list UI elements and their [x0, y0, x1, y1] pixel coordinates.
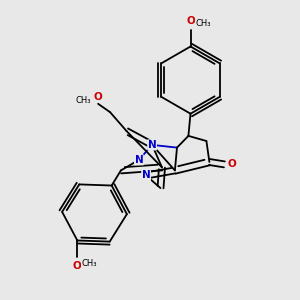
Text: O: O	[73, 261, 82, 271]
Text: CH₃: CH₃	[76, 96, 92, 105]
Text: CH₃: CH₃	[195, 20, 211, 28]
Text: O: O	[94, 92, 103, 102]
Text: CH₃: CH₃	[82, 259, 97, 268]
Text: O: O	[227, 159, 236, 170]
Text: N: N	[142, 170, 151, 181]
Text: N: N	[134, 155, 143, 165]
Text: N: N	[148, 140, 157, 150]
Text: O: O	[186, 16, 195, 26]
